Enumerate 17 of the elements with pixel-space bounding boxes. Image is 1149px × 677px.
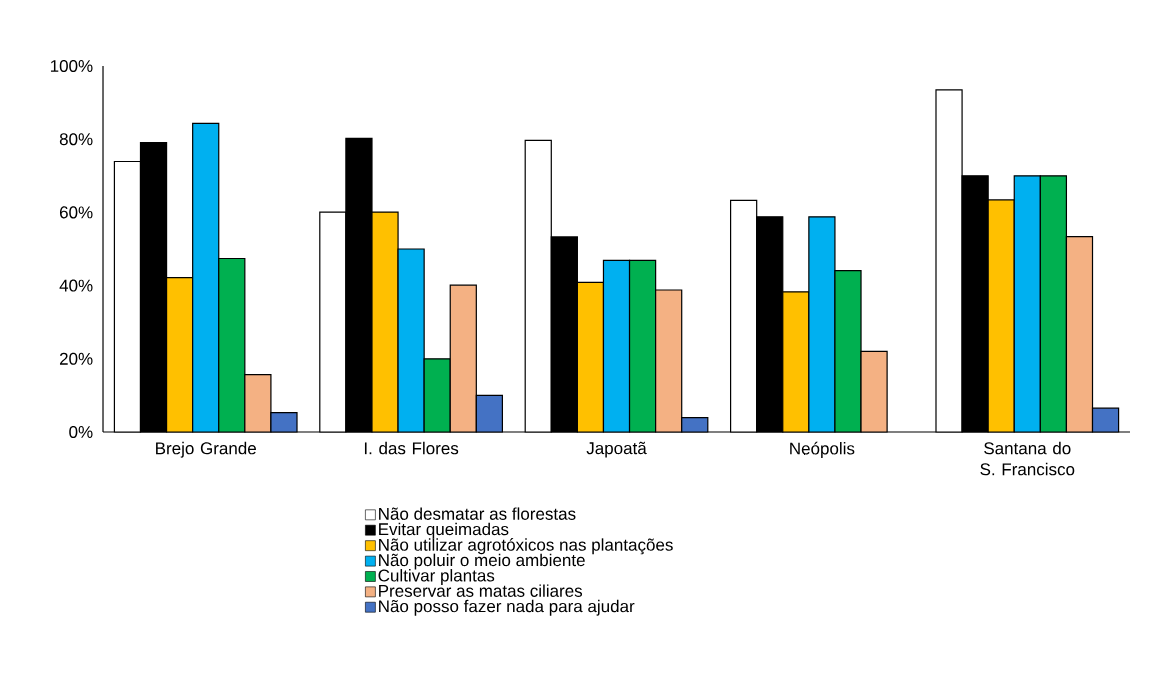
legend-label: Não desmatar as florestas <box>379 507 576 520</box>
y-tick-label: 100% <box>50 59 93 73</box>
y-tick-label: 0% <box>69 425 93 439</box>
x-tick-label: Japoatã <box>586 441 647 458</box>
x-tick-label: Brejo Grande <box>156 441 256 458</box>
legend-label: Cultivar plantas <box>378 569 495 585</box>
y-tick-label: 20% <box>59 352 93 365</box>
x-tick-label: I. das Flores <box>364 441 459 455</box>
y-tick-label: 60% <box>59 206 93 219</box>
x-tick-label: Santana do S. Francisco <box>980 441 1075 476</box>
x-tick-label: Neópolis <box>790 441 855 458</box>
y-tick-label: 40% <box>59 279 93 292</box>
legend-label: Preservar as matas ciliares <box>379 584 583 597</box>
y-tick-label: 80% <box>59 133 93 146</box>
legend-label: Não posso fazer nada para ajudar <box>379 599 635 616</box>
legend-label: Evitar queimadas <box>379 522 509 539</box>
legend-label: Não poluir o meio ambiente <box>379 553 585 570</box>
